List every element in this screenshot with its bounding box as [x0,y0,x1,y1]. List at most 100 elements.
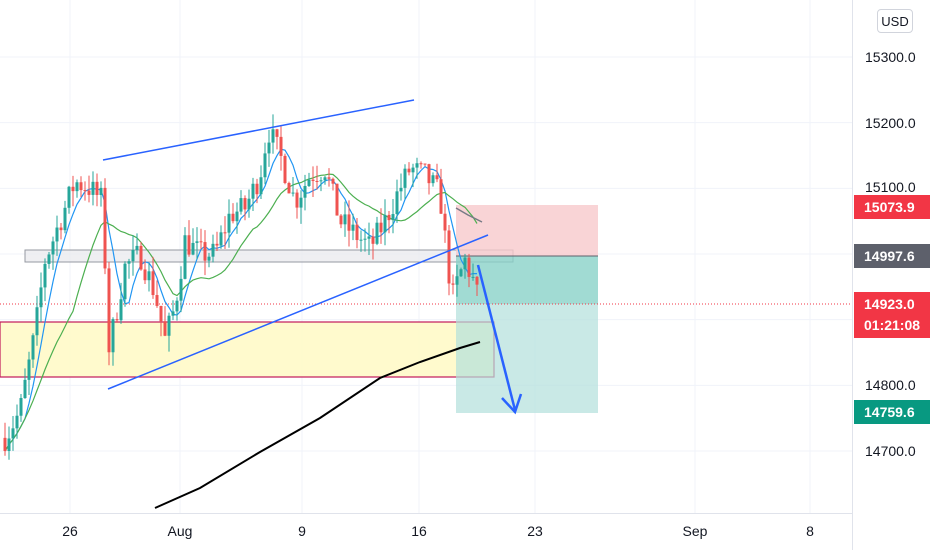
candle-body [155,295,159,306]
candle-body [395,191,399,215]
price-chart[interactable] [0,0,852,513]
currency-button[interactable]: USD [877,9,913,33]
candle-body [227,213,231,233]
candle-body [287,182,291,194]
candle-body [367,236,371,239]
candle-body [199,241,203,243]
candle-body [319,180,323,182]
time-scale[interactable]: 26 Aug 9 16 23 Sep 8 [0,513,852,551]
candle-body [455,276,459,285]
candle-body [375,222,379,244]
candle-body [59,227,63,231]
price-tick-label: 14800.0 [865,377,916,393]
candle-body [191,242,195,255]
candle-body [211,243,215,257]
candle-body [63,207,67,231]
candle-body [411,167,415,173]
time-tick-label: 23 [527,523,543,539]
candle-body [275,129,279,137]
candle-body [391,214,395,221]
price-tick-label: 14700.0 [865,443,916,459]
time-tick-label: Aug [167,523,193,539]
candle-body [363,238,367,240]
candle-body [315,180,319,182]
candle-body [431,175,435,184]
last-price-value: 14923.0 [864,296,915,312]
candle-body [339,215,343,225]
candle-body [171,311,175,316]
candle-body [403,168,407,188]
candle-body [443,213,447,231]
lower-trendline [107,234,489,390]
profit-zone-upper [456,256,598,304]
demand-zone-box [0,321,495,378]
candle-body [219,232,223,246]
time-tick-label: 9 [298,523,306,539]
candle-body [435,175,439,180]
candle-body [299,197,303,208]
candle-body [359,239,363,241]
candle-body [147,271,151,281]
candle-body [439,179,443,214]
arrow-down-icon [501,393,523,415]
candle-body [327,177,331,179]
candle-body [187,235,191,255]
candle-body [239,198,243,212]
bar-countdown: 01:21:08 [864,317,921,333]
candle-body [67,186,71,208]
candle-body [39,287,43,308]
candle-body [111,319,115,353]
candle-body [407,168,411,173]
candle-body [123,263,127,300]
candle-body [127,261,131,264]
candle-body [335,183,339,216]
candle-body [75,182,79,192]
candle-body [99,187,103,195]
candle-body [259,177,263,195]
candle-body [119,299,123,321]
candle-body [447,230,451,284]
candle-body [419,163,423,165]
candle-body [263,153,267,178]
candle-body [467,257,471,277]
candle-body [351,224,355,231]
candle-body [251,183,255,199]
candle-body [203,242,207,261]
candle-body [343,214,347,225]
candle-body [51,241,55,255]
candle-body [207,256,211,261]
grid-lines [0,0,852,513]
candle-body [179,278,183,301]
candle-body [223,232,227,234]
candle-body [267,142,271,154]
candle-body [459,269,463,277]
candle-body [379,222,383,233]
drawing-zones[interactable] [0,205,852,413]
candle-body [279,136,283,156]
candle-body [163,321,167,336]
candle-body [475,276,479,285]
candle-body [427,164,431,184]
candle-body [347,214,351,231]
candle-body [95,181,99,195]
take-profit-price-tag: 14759.6 [854,400,930,424]
candle-body [135,245,139,251]
candle-body [87,190,91,195]
stop-loss-zone [456,205,598,256]
chart-pane[interactable] [0,0,852,513]
candle-body [195,241,199,243]
time-tick-label: 16 [411,523,427,539]
candle-body [47,254,51,264]
price-tick-label: 15200.0 [865,115,916,131]
candle-body [311,179,315,181]
candle-body [323,177,327,181]
candle-body [355,224,359,241]
candle-body [27,359,31,380]
candle-body [331,178,335,184]
candle-body [303,185,307,198]
candle-body [383,214,387,233]
candle-body [131,250,135,262]
price-scale[interactable]: USD 15300.0 15200.0 15100.0 14800.0 1470… [852,0,932,550]
trend-drawings[interactable] [102,99,523,415]
candle-body [43,263,47,288]
